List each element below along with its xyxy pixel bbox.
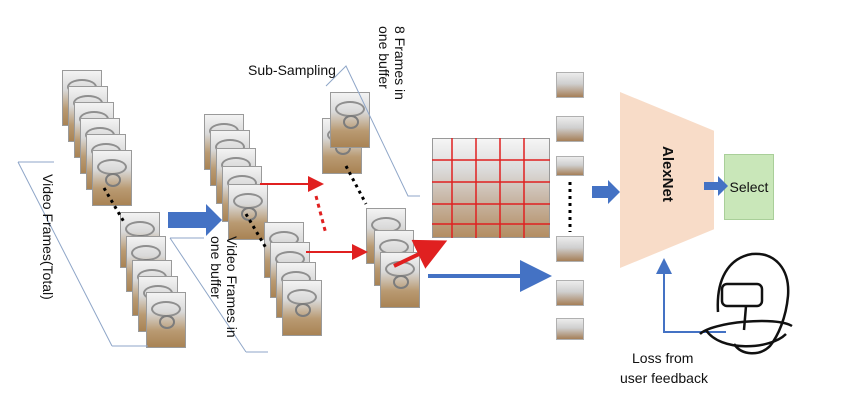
eight-frames-label: 8 Frames in one buffer bbox=[376, 26, 408, 100]
video-thumbnail bbox=[556, 236, 584, 262]
sample-arrow-dashed bbox=[314, 195, 328, 235]
dots-sub bbox=[344, 165, 368, 205]
brace-buffer-frames bbox=[169, 237, 268, 353]
loss-label-line1: Loss from bbox=[632, 350, 694, 366]
sub-sampling-label: Sub-Sampling bbox=[248, 62, 336, 78]
block-arrow-icon bbox=[592, 180, 620, 204]
block-arrow-icon bbox=[168, 204, 222, 236]
video-thumbnail bbox=[556, 318, 584, 340]
video-thumbnail bbox=[556, 116, 584, 142]
video-frame bbox=[228, 184, 268, 240]
dots-buffer bbox=[244, 213, 268, 249]
select-label: Select bbox=[729, 179, 769, 195]
video-thumbnail bbox=[556, 72, 584, 98]
video-frames-total-label: Video Frames(Total) bbox=[40, 174, 56, 300]
video-thumbnail bbox=[556, 156, 584, 176]
brace-eight-frames bbox=[325, 65, 420, 197]
video-frame bbox=[146, 292, 186, 348]
video-frames-buffer-label: Video Frames in one buffer bbox=[208, 236, 240, 338]
video-frame bbox=[330, 92, 370, 148]
vr-headset-user-icon bbox=[699, 252, 793, 355]
video-frame bbox=[92, 150, 132, 206]
video-frame bbox=[282, 280, 322, 336]
dots-total bbox=[102, 187, 126, 223]
loss-label-line2: user feedback bbox=[620, 370, 708, 386]
block-arrow-icon bbox=[704, 176, 728, 196]
brace-total-frames bbox=[17, 161, 148, 347]
to-pano-arrow bbox=[393, 239, 448, 269]
alexnet-label: AlexNet bbox=[659, 146, 676, 202]
feedback-arrow bbox=[656, 258, 726, 333]
pano-grid bbox=[432, 138, 550, 238]
select-box: Select bbox=[724, 154, 774, 220]
video-thumbnail bbox=[556, 280, 584, 306]
